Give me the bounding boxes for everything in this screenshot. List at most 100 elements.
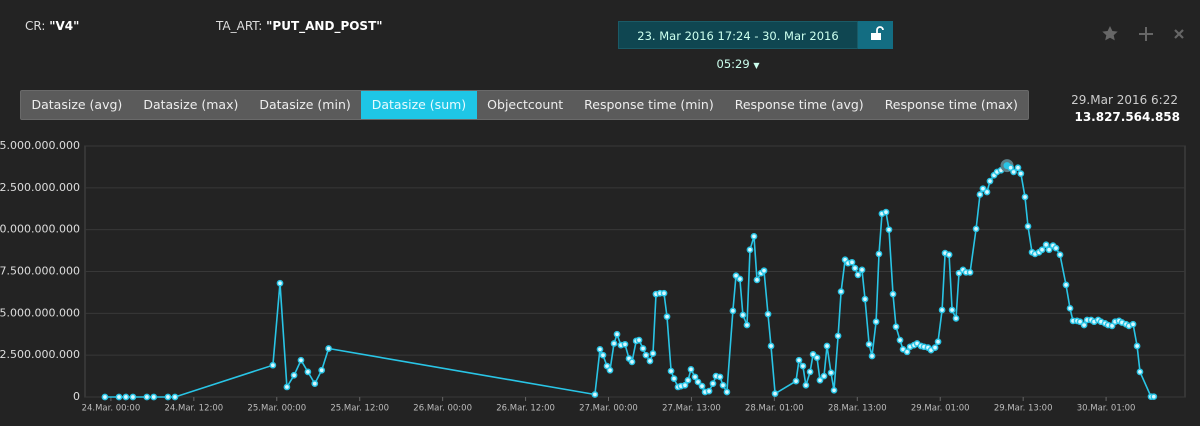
y-tick-label: 0 — [73, 390, 80, 403]
data-point — [795, 356, 803, 364]
data-point — [746, 246, 754, 254]
data-point — [837, 288, 845, 295]
data-point — [753, 276, 761, 284]
data-point — [920, 343, 928, 351]
data-point — [1007, 164, 1014, 172]
data-point — [799, 362, 807, 370]
data-point — [1090, 318, 1098, 326]
data-point — [1035, 248, 1043, 256]
data-point — [677, 382, 685, 390]
tab[interactable]: Datasize (max) — [143, 97, 239, 112]
data-point — [1101, 320, 1109, 327]
tab[interactable]: Response time (max) — [884, 97, 1018, 112]
data-point — [1097, 318, 1105, 326]
data-point — [684, 376, 692, 384]
data-point — [1066, 304, 1074, 312]
data-point — [1052, 244, 1060, 252]
y-tick-label: 2.500.000.000 — [0, 348, 80, 361]
data-point — [802, 381, 810, 389]
data-point — [1076, 318, 1084, 326]
data-point — [903, 348, 911, 356]
star-icon[interactable] — [1102, 26, 1118, 41]
data-point — [1069, 317, 1077, 325]
label: CR: — [25, 19, 46, 33]
data-point — [882, 208, 890, 216]
data-point — [639, 345, 647, 352]
data-point — [986, 177, 994, 185]
data-point — [743, 321, 751, 329]
data-point — [621, 340, 629, 348]
data-point — [1104, 321, 1112, 329]
tab[interactable]: Datasize (avg) — [31, 97, 123, 112]
data-point — [1042, 241, 1050, 249]
cr-field: CR: "V4" — [25, 19, 79, 33]
data-point — [617, 341, 625, 349]
data-point — [931, 344, 939, 351]
tab[interactable]: Response time (min) — [584, 97, 714, 112]
data-point — [603, 362, 611, 370]
data-point — [760, 267, 768, 275]
data-point — [649, 350, 657, 357]
y-tick-label: 12.500.000.000 — [0, 181, 80, 194]
data-point — [667, 367, 675, 375]
data-point — [670, 375, 678, 382]
data-point — [1122, 320, 1130, 328]
data-point — [927, 346, 935, 354]
data-point — [1014, 164, 1022, 172]
data-point — [635, 336, 643, 344]
x-tick-label: 28.Mar. 01:00 — [745, 404, 804, 414]
data-point — [1031, 250, 1039, 258]
data-point — [325, 345, 332, 352]
data-point — [663, 313, 671, 321]
caret: ▼ — [753, 61, 760, 70]
data-point — [1080, 321, 1088, 329]
data-point — [290, 371, 298, 379]
data-point — [851, 264, 859, 272]
data-point — [691, 373, 699, 381]
lock-button[interactable] — [858, 21, 893, 49]
data-point — [809, 350, 817, 358]
data-point — [945, 251, 953, 259]
data-point — [642, 351, 650, 359]
move-icon[interactable] — [1139, 27, 1153, 41]
tab[interactable]: Datasize (sum) — [361, 91, 477, 119]
data-point — [1017, 170, 1025, 177]
data-point — [1056, 251, 1064, 259]
x-tick-label: 24.Mar. 12:00 — [165, 404, 224, 414]
data-point — [150, 393, 158, 401]
data-point — [1147, 393, 1155, 401]
close-icon[interactable] — [1174, 29, 1184, 39]
data-point — [599, 351, 607, 359]
x-tick-label: 24.Mar. 00:00 — [82, 404, 141, 414]
tab[interactable]: Objectcount — [487, 97, 564, 112]
x-tick-label: 25.Mar. 00:00 — [247, 404, 306, 414]
hover-value: 13.827.564.858 — [1074, 110, 1180, 124]
date-range-button[interactable]: 23. Mar 2016 17:24 - 30. Mar 2016 05:29 … — [618, 21, 858, 71]
data-point — [841, 256, 849, 264]
data-point — [941, 249, 949, 257]
data-point — [1094, 316, 1102, 324]
x-tick-label: 25.Mar. 12:00 — [330, 404, 389, 414]
data-point — [712, 372, 720, 380]
data-point — [1049, 242, 1057, 249]
data-point — [1010, 168, 1017, 176]
x-tick-label: 29.Mar. 01:00 — [911, 404, 970, 414]
data-point — [868, 352, 876, 360]
data-point — [729, 307, 737, 315]
data-point — [723, 388, 731, 396]
data-point — [952, 315, 960, 322]
data-point — [830, 386, 838, 394]
tab[interactable]: Datasize (min) — [259, 97, 351, 112]
data-point — [701, 388, 709, 396]
data-point — [976, 191, 984, 198]
data-point — [115, 393, 123, 401]
data-point — [962, 268, 970, 276]
data-point — [917, 342, 925, 350]
data-point — [934, 338, 942, 346]
data-point — [1118, 319, 1126, 326]
tab-bar: Datasize (avg) Datasize (max) Datasize (mi… — [20, 90, 1030, 120]
data-point — [681, 381, 689, 389]
tab[interactable]: Response time (avg) — [734, 97, 864, 112]
